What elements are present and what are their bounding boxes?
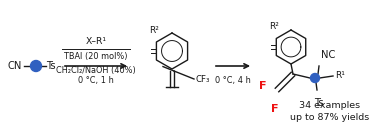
Text: NC: NC [321,50,335,60]
Text: 34 examples: 34 examples [299,101,361,109]
Text: R²: R² [150,26,160,35]
Text: CN: CN [8,61,22,71]
Text: F: F [260,81,267,91]
Text: TBAI (20 mol%): TBAI (20 mol%) [64,53,128,61]
Circle shape [310,74,319,82]
Text: CH₂Cl₂/NaOH (40%): CH₂Cl₂/NaOH (40%) [56,65,136,74]
Text: 0 °C, 4 h: 0 °C, 4 h [215,76,251,84]
Circle shape [31,61,42,72]
Text: 0 °C, 1 h: 0 °C, 1 h [78,76,114,84]
Text: CF₃: CF₃ [196,74,211,84]
Text: R²: R² [269,22,279,31]
Text: Ts: Ts [314,98,324,108]
Text: X–R¹: X–R¹ [85,36,107,45]
Text: F: F [271,104,279,114]
Text: R¹: R¹ [335,72,345,80]
Text: Ts: Ts [46,61,56,71]
Text: up to 87% yields: up to 87% yields [290,113,370,122]
